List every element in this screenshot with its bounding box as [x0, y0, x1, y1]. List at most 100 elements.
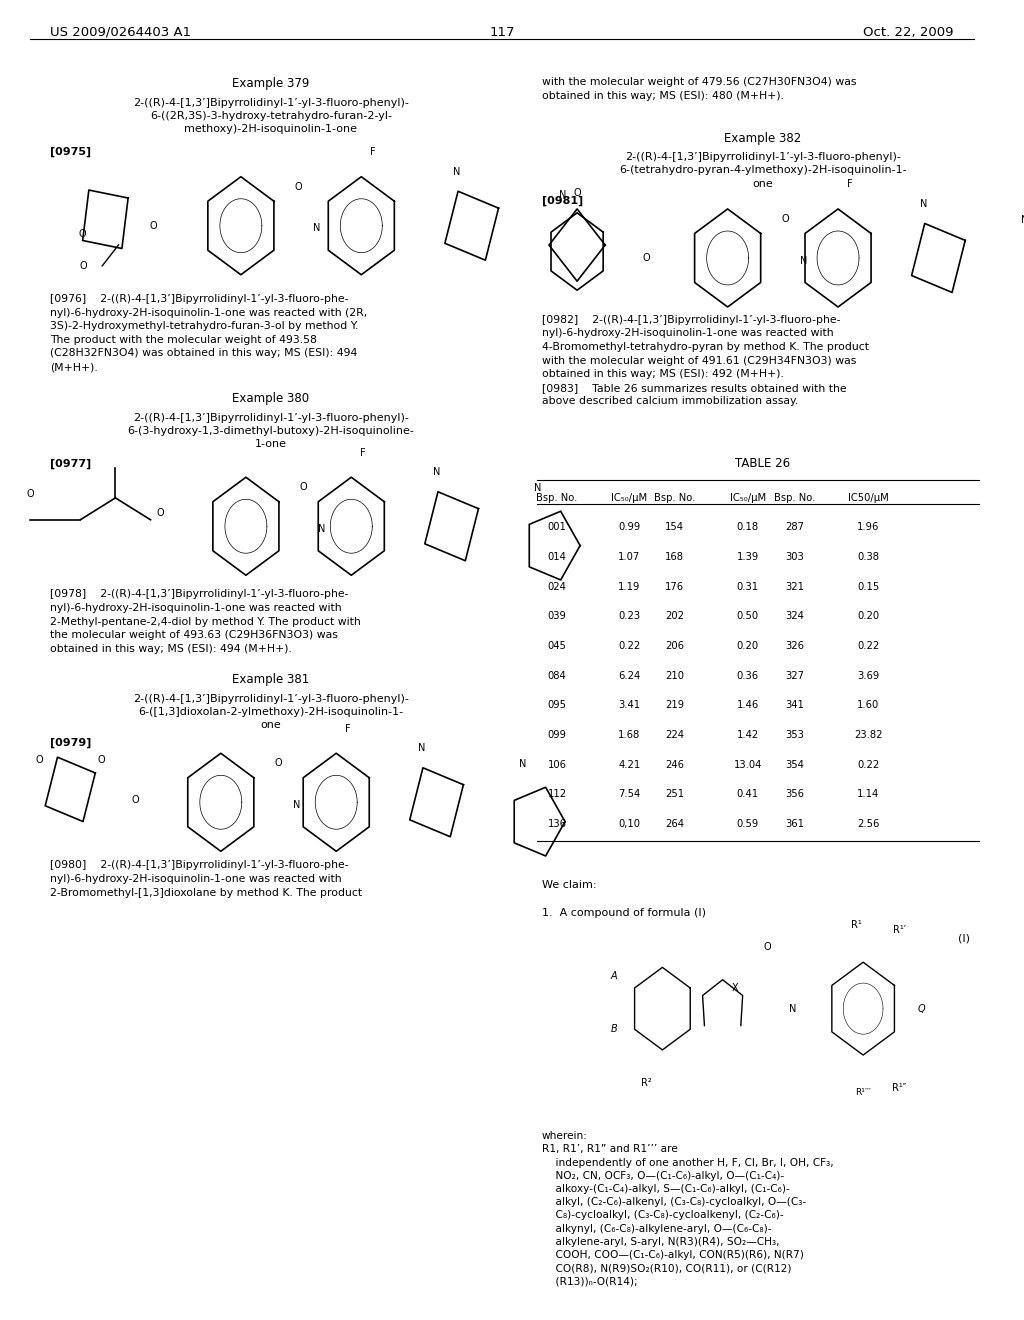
Text: O: O: [573, 189, 581, 198]
Text: 2-((R)-4-[1,3’]Bipyrrolidinyl-1’-yl-3-fluoro-phenyl)-
6-([1,3]dioxolan-2-ylmetho: 2-((R)-4-[1,3’]Bipyrrolidinyl-1’-yl-3-fl…: [133, 694, 409, 730]
Text: 0.23: 0.23: [618, 611, 640, 622]
Text: 024: 024: [548, 582, 566, 591]
Text: N: N: [433, 467, 440, 477]
Text: N: N: [535, 483, 542, 492]
Text: IC50/μM: IC50/μM: [848, 492, 889, 503]
Text: N: N: [313, 223, 321, 234]
Text: R²: R²: [641, 1078, 651, 1088]
Text: IC₅₀/μM: IC₅₀/μM: [730, 492, 766, 503]
Text: 001: 001: [548, 523, 566, 532]
Text: 0.20: 0.20: [736, 642, 759, 651]
Text: 206: 206: [665, 642, 684, 651]
Text: [0982]    2-((R)-4-[1,3’]Bipyrrolidinyl-1’-yl-3-fluoro-phe-
nyl)-6-hydroxy-2H-is: [0982] 2-((R)-4-[1,3’]Bipyrrolidinyl-1’-…: [542, 314, 869, 407]
Text: [0975]: [0975]: [50, 147, 91, 157]
Text: Example 381: Example 381: [232, 673, 309, 686]
Text: [0980]    2-((R)-4-[1,3’]Bipyrrolidinyl-1’-yl-3-fluoro-phe-
nyl)-6-hydroxy-2H-is: [0980] 2-((R)-4-[1,3’]Bipyrrolidinyl-1’-…: [50, 861, 362, 898]
Text: N: N: [318, 524, 326, 533]
Text: 0.36: 0.36: [736, 671, 759, 681]
Text: 136: 136: [548, 818, 566, 829]
Text: O: O: [97, 755, 105, 766]
Text: A: A: [611, 970, 617, 981]
Text: Example 379: Example 379: [232, 78, 309, 90]
Text: 154: 154: [665, 523, 684, 532]
Text: 1.07: 1.07: [618, 552, 640, 562]
Text: N: N: [800, 256, 808, 265]
Text: 1.14: 1.14: [857, 789, 880, 800]
Text: F: F: [847, 180, 852, 190]
Text: Bsp. No.: Bsp. No.: [653, 492, 695, 503]
Text: 23.82: 23.82: [854, 730, 883, 741]
Text: 3.41: 3.41: [618, 701, 640, 710]
Text: [0981]: [0981]: [542, 197, 584, 206]
Text: X: X: [731, 983, 738, 993]
Text: 0.50: 0.50: [736, 611, 759, 622]
Text: O: O: [150, 220, 157, 231]
Text: N: N: [559, 190, 566, 199]
Text: O: O: [131, 795, 138, 805]
Text: 326: 326: [785, 642, 805, 651]
Text: F: F: [359, 447, 366, 458]
Text: Bsp. No.: Bsp. No.: [774, 492, 815, 503]
Text: 106: 106: [548, 760, 566, 770]
Text: 0.20: 0.20: [857, 611, 880, 622]
Text: 1.42: 1.42: [736, 730, 759, 741]
Text: 303: 303: [785, 552, 804, 562]
Text: 6.24: 6.24: [618, 671, 640, 681]
Text: O: O: [157, 508, 165, 519]
Text: 321: 321: [785, 582, 805, 591]
Text: O: O: [781, 214, 788, 224]
Text: 287: 287: [785, 523, 805, 532]
Text: 354: 354: [785, 760, 804, 770]
Text: Bsp. No.: Bsp. No.: [537, 492, 578, 503]
Text: 0.22: 0.22: [857, 642, 880, 651]
Text: 1.46: 1.46: [736, 701, 759, 710]
Text: We claim:: We claim:: [542, 879, 596, 890]
Text: Oct. 22, 2009: Oct. 22, 2009: [863, 26, 953, 38]
Text: 264: 264: [665, 818, 684, 829]
Text: O: O: [274, 758, 282, 768]
Text: F: F: [345, 723, 350, 734]
Text: O: O: [299, 482, 307, 492]
Text: 361: 361: [785, 818, 805, 829]
Text: 0.22: 0.22: [857, 760, 880, 770]
Text: 324: 324: [785, 611, 804, 622]
Text: O: O: [642, 253, 650, 263]
Text: wherein:
R1, R1’, R1” and R1’’’ are
    independently of one another H, F, Cl, B: wherein: R1, R1’, R1” and R1’’’ are inde…: [542, 1131, 834, 1287]
Text: 099: 099: [548, 730, 566, 741]
Text: O: O: [27, 488, 34, 499]
Text: R¹′: R¹′: [893, 925, 906, 935]
Text: [0978]    2-((R)-4-[1,3’]Bipyrrolidinyl-1’-yl-3-fluoro-phe-
nyl)-6-hydroxy-2H-is: [0978] 2-((R)-4-[1,3’]Bipyrrolidinyl-1’-…: [50, 590, 360, 653]
Text: 353: 353: [785, 730, 804, 741]
Text: 014: 014: [548, 552, 566, 562]
Text: 1.60: 1.60: [857, 701, 880, 710]
Text: 2-((R)-4-[1,3’]Bipyrrolidinyl-1’-yl-3-fluoro-phenyl)-
6-(3-hydroxy-1,3-dimethyl-: 2-((R)-4-[1,3’]Bipyrrolidinyl-1’-yl-3-fl…: [128, 413, 415, 449]
Text: N: N: [920, 199, 927, 209]
Text: TABLE 26: TABLE 26: [735, 457, 791, 470]
Text: [0979]: [0979]: [50, 738, 91, 748]
Text: [0977]: [0977]: [50, 459, 91, 470]
Text: 0.99: 0.99: [618, 523, 640, 532]
Text: 224: 224: [665, 730, 684, 741]
Text: O: O: [36, 755, 43, 766]
Text: 1.19: 1.19: [618, 582, 640, 591]
Text: 251: 251: [665, 789, 684, 800]
Text: US 2009/0264403 A1: US 2009/0264403 A1: [50, 26, 191, 38]
Text: 202: 202: [665, 611, 684, 622]
Text: 7.54: 7.54: [618, 789, 640, 800]
Text: (I): (I): [958, 935, 971, 944]
Text: 0.31: 0.31: [736, 582, 759, 591]
Text: Example 380: Example 380: [232, 392, 309, 405]
Text: 1.39: 1.39: [736, 552, 759, 562]
Text: R¹″: R¹″: [892, 1082, 906, 1093]
Text: 176: 176: [665, 582, 684, 591]
Text: 13.04: 13.04: [733, 760, 762, 770]
Text: Q: Q: [918, 1003, 925, 1014]
Text: 1.96: 1.96: [857, 523, 880, 532]
Text: 341: 341: [785, 701, 804, 710]
Text: 210: 210: [665, 671, 684, 681]
Text: 0.38: 0.38: [857, 552, 880, 562]
Text: [0976]    2-((R)-4-[1,3’]Bipyrrolidinyl-1’-yl-3-fluoro-phe-
nyl)-6-hydroxy-2H-is: [0976] 2-((R)-4-[1,3’]Bipyrrolidinyl-1’-…: [50, 294, 368, 372]
Text: R¹′′′: R¹′′′: [855, 1088, 871, 1097]
Text: R¹: R¹: [851, 920, 861, 931]
Text: 039: 039: [548, 611, 566, 622]
